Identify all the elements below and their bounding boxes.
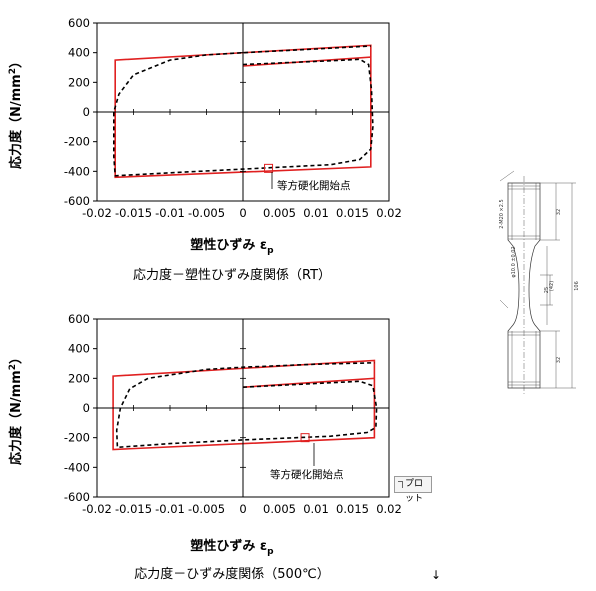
chart-rt-xtick-label: -0.015 — [115, 206, 152, 220]
cursor-glyph: ↓ — [431, 568, 441, 582]
chart-500c-hysteresis-curve — [115, 362, 378, 449]
specimen-dim-bottom: 32 — [556, 357, 562, 363]
chart-500c-xtick-label: 0.01 — [303, 502, 329, 516]
chart-rt-xtick-label: -0.02 — [82, 206, 112, 220]
chart-500c-xtick-label: -0.005 — [188, 502, 225, 516]
chart-500c-ytick-label: -200 — [64, 431, 90, 445]
chart-rt-xtick-label: 0.015 — [336, 206, 369, 220]
specimen-dia-label: φ10.0 ±0.02 — [511, 246, 517, 277]
chart-500c-annotation-group: 等方硬化開始点 — [270, 443, 344, 481]
plot-button-label: プロット — [405, 479, 424, 504]
specimen-dimension-lines — [499, 170, 576, 389]
chart-rt-xtick-label: -0.005 — [188, 206, 225, 220]
chart-500c-caption: 応力度－ひずみ度関係（500℃） — [134, 566, 329, 582]
chart-500c-ytick-label: -400 — [64, 460, 90, 474]
specimen-dim-gauge: (42) — [549, 281, 555, 291]
plot-button[interactable]: プロット — [394, 476, 432, 504]
chart-500c-ylabel: 応力度（N/mm2） — [8, 351, 24, 465]
chart-rt-caption: 応力度－塑性ひずみ度関係（RT） — [133, 267, 331, 283]
specimen-top-label: 2-M20 ×2.5 — [499, 199, 505, 228]
chart-rt-xtick-label: 0.01 — [303, 206, 329, 220]
chart-rt-xtick-label: 0 — [239, 206, 246, 220]
chart-500c-xtick-label: 0 — [239, 502, 246, 516]
chart-rt-ytick-label: 400 — [68, 46, 90, 60]
chart-500c-xtick-label: -0.015 — [115, 502, 152, 516]
specimen-drawing: 2-M20 ×2.5 106 32 (42) 25 32 φ10.0 ±0.02 — [499, 170, 580, 396]
chart-rt-ytick-label: 0 — [83, 105, 90, 119]
chart-500c: 600 400 200 0 -200 -400 -600 -0.02 -0.015 -0.01-… — [8, 312, 402, 582]
chart-500c-hardening-marker — [300, 433, 310, 443]
chart-500c-ytick-label: 400 — [68, 342, 90, 356]
chart-500c-xtick-label: 0.02 — [376, 502, 402, 516]
chart-rt-ylabel: 応力度（N/mm2） — [8, 55, 24, 169]
chart-rt-xlabel: 塑性ひずみ εp — [190, 237, 274, 256]
chart-rt-xtick-label: -0.01 — [155, 206, 185, 220]
chart-500c-annotation: 等方硬化開始点 — [270, 468, 344, 481]
chart-rt-ytick-label: -400 — [64, 164, 90, 178]
chart-rt-yield-frame-line — [114, 44, 372, 179]
specimen-dim-neck: 25 — [544, 287, 550, 293]
chart-500c-xtick-label: 0.005 — [263, 502, 296, 516]
chart-500c-ytick-label: 600 — [68, 312, 90, 326]
chart-rt: 600 400 200 0 -200 -400 -600 -0.02 -0.015 -0.01-… — [8, 16, 402, 283]
chart-500c-xtick-label: -0.01 — [155, 502, 185, 516]
chart-rt-xtick-label: 0.02 — [376, 206, 402, 220]
chart-rt-hardening-marker — [264, 163, 274, 173]
chart-rt-ytick-label: 600 — [68, 16, 90, 30]
chart-rt-ytick-label: 200 — [68, 75, 90, 89]
specimen-dim-total: 106 — [574, 281, 580, 291]
specimen-dim-top: 32 — [556, 209, 562, 215]
chart-500c-ytick-label: -600 — [64, 490, 90, 504]
chart-rt-annotation-group: 等方硬化開始点 — [271, 172, 351, 192]
chart-500c-ytick-label: 0 — [83, 401, 90, 415]
chart-rt-xtick-label: 0.005 — [263, 206, 296, 220]
chart-500c-xtick-label: -0.02 — [82, 502, 112, 516]
chart-rt-ytick-label: -600 — [64, 194, 90, 208]
chart-rt-ytick-label: -200 — [64, 135, 90, 149]
chart-500c-xtick-label: 0.015 — [336, 502, 369, 516]
chart-500c-xlabel: 塑性ひずみ εp — [190, 538, 274, 557]
chart-500c-ytick-label: 200 — [68, 371, 90, 385]
chart-rt-annotation: 等方硬化開始点 — [277, 179, 351, 192]
chart-500c-yield-frame-line — [112, 359, 376, 451]
chart-rt-hysteresis-curve — [113, 45, 374, 177]
